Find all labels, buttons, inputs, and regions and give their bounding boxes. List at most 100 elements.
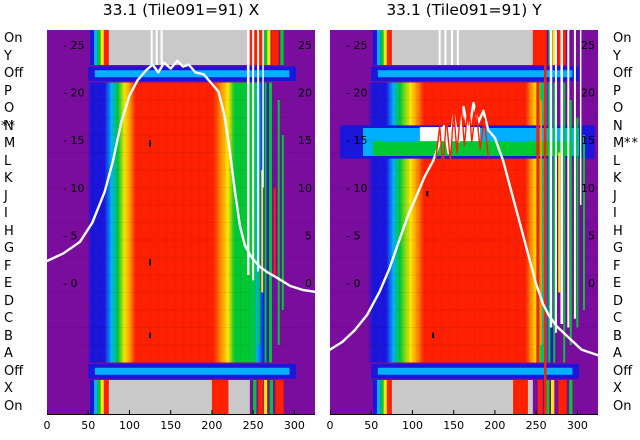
row-label: P — [4, 83, 12, 99]
row-label: F — [4, 258, 12, 274]
white-spike-column — [257, 30, 260, 272]
heatmap-plot-x: - 25 - 20 - 15 - 10 - 5 - 0 25 20 15 10 5 0 — [47, 30, 315, 415]
y-tick-label-left: - 15 — [346, 134, 367, 147]
white-spike-column — [444, 30, 447, 65]
white-spike-column — [560, 30, 563, 324]
x-tick-label: 200 — [484, 419, 506, 432]
y-tick-label-left: - 20 — [63, 87, 84, 100]
row-label: K — [613, 171, 622, 187]
y-tick-label-right: 20 — [581, 87, 595, 100]
row-label: Off — [613, 363, 633, 379]
row-label: On — [613, 31, 632, 47]
profile-curve — [47, 59, 315, 293]
row-label: E — [4, 276, 13, 292]
white-spike-column — [573, 30, 576, 319]
row-label: On — [4, 398, 23, 414]
row-label: M — [4, 136, 16, 152]
y-tick-label-right: 15 — [581, 134, 595, 147]
x-axis-ticks-y: 0 50 100 150 200 250 300 — [326, 419, 610, 435]
y-tick-label-right: 25 — [298, 39, 312, 52]
row-label: P — [613, 83, 621, 99]
y-tick-label-left: - 10 — [63, 182, 84, 195]
row-label: C — [4, 311, 14, 327]
white-spike-column — [262, 30, 264, 188]
row-label: J — [613, 188, 617, 204]
white-spike-column — [549, 30, 553, 328]
white-spike-column — [252, 30, 255, 281]
x-tick-label: 100 — [118, 419, 140, 432]
x-tick-label: 100 — [401, 419, 423, 432]
y-tick-label-right: 20 — [298, 87, 312, 100]
white-spike-column — [554, 30, 557, 333]
row-label: K — [4, 171, 13, 187]
row-label: On — [613, 398, 632, 414]
y-tick-label-left: - 0 — [346, 277, 360, 290]
x-axis-ticks-x: 0 50 100 150 200 250 300 — [43, 419, 327, 435]
white-spike-column — [579, 30, 582, 205]
row-label: E — [613, 276, 622, 292]
y-tick-label-left: - 5 — [346, 229, 360, 242]
x-tick-label: 250 — [242, 419, 264, 432]
left-star-marker: ** — [1, 119, 16, 134]
white-spike-column — [246, 30, 250, 275]
row-label: A — [613, 346, 622, 362]
y-tick-label-right: 5 — [588, 229, 595, 242]
white-spike-column — [150, 30, 153, 65]
x-tick-label: 200 — [201, 419, 223, 432]
row-label: Y — [4, 48, 12, 64]
white-spike-column — [160, 30, 163, 65]
row-label: M — [613, 136, 625, 152]
row-label: Off — [4, 66, 24, 82]
row-label: On — [4, 31, 23, 47]
row-label: G — [4, 241, 15, 257]
row-label: H — [4, 223, 14, 239]
y-tick-label-left: - 15 — [63, 134, 84, 147]
chart-title-y: 33.1 (Tile091=91) Y — [386, 1, 542, 19]
x-tick-label: 50 — [81, 419, 96, 432]
row-label: L — [613, 153, 621, 169]
x-tick-label: 150 — [160, 419, 182, 432]
white-spike-column — [451, 30, 454, 65]
x-tick-label: 0 — [326, 419, 334, 432]
row-label: Y — [613, 48, 621, 64]
row-label: D — [613, 293, 624, 309]
row-label: O — [613, 101, 624, 117]
y-tick-label-left: - 25 — [346, 39, 367, 52]
y-tick-label-left: - 20 — [346, 87, 367, 100]
row-labels-left: On Y Off P O N M L K J I H G F E D C B A Off X On — [4, 30, 38, 415]
row-label: X — [613, 381, 622, 397]
right-star-marker: ** — [624, 136, 639, 151]
white-spike-column — [438, 30, 441, 65]
row-label: Off — [4, 363, 24, 379]
inner-jagged-curve — [434, 98, 489, 170]
row-label: B — [4, 328, 13, 344]
y-tick-label-right: 0 — [305, 277, 312, 290]
row-label: O — [4, 101, 15, 117]
row-label: I — [4, 206, 8, 222]
y-tick-label-right: 25 — [581, 39, 595, 52]
y-tick-label-right: 5 — [305, 229, 312, 242]
row-labels-right: On Y Off P O N M L K J I H G F E D C B A Off X On — [613, 30, 639, 415]
row-label: I — [613, 206, 617, 222]
x-tick-label: 250 — [525, 419, 547, 432]
white-spike-column — [567, 30, 570, 328]
y-tick-label-left: - 0 — [63, 277, 77, 290]
y-tick-label-right: 10 — [298, 182, 312, 195]
row-label: J — [4, 188, 8, 204]
row-label: D — [4, 293, 15, 309]
y-tick-label-right: 15 — [298, 134, 312, 147]
row-label: N — [613, 118, 623, 134]
y-tick-label-right: 10 — [581, 182, 595, 195]
row-label: G — [613, 241, 624, 257]
chart-title-x: 33.1 (Tile091=91) X — [102, 1, 260, 19]
x-tick-label: 150 — [443, 419, 465, 432]
row-label: B — [613, 328, 622, 344]
x-tick-label: 0 — [43, 419, 51, 432]
y-tick-label-left: - 25 — [63, 39, 84, 52]
x-tick-label: 50 — [364, 419, 379, 432]
y-tick-label-left: - 5 — [63, 229, 77, 242]
white-spike-column — [155, 30, 158, 65]
x-tick-label: 300 — [566, 419, 588, 432]
row-label: Off — [613, 66, 633, 82]
